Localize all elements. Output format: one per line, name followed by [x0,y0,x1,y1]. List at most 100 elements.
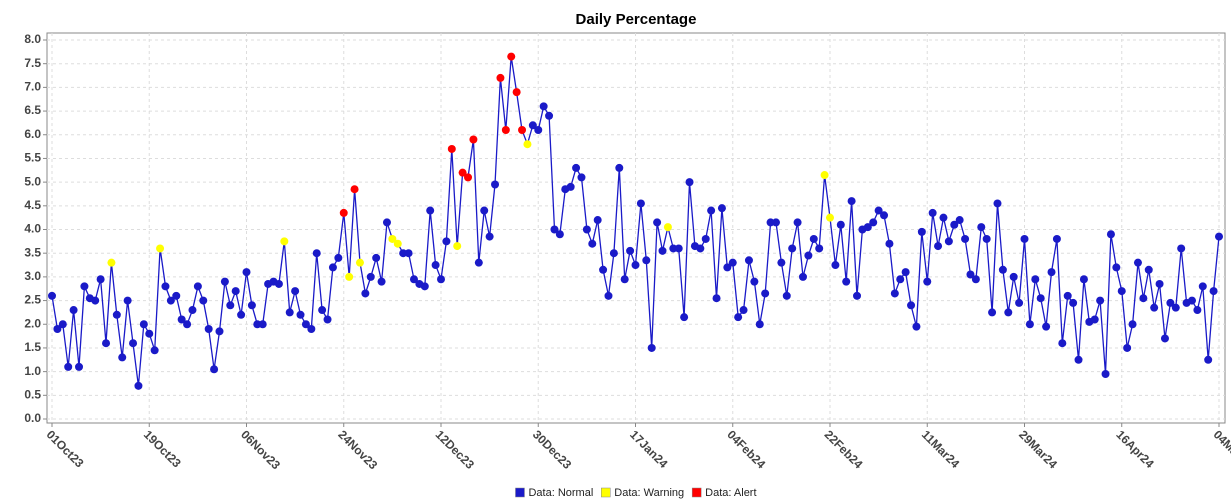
data-point [863,223,872,232]
data-point [156,244,165,253]
data-point [977,223,986,232]
data-point [366,272,375,281]
data-point [928,208,937,217]
x-tick-label: 30Dec23 [530,427,575,472]
data-point [1069,298,1078,307]
y-tick-label: 6.0 [24,127,41,141]
data-point [388,234,397,243]
data-point [577,173,586,182]
data-point [123,296,132,305]
data-point [258,320,267,329]
data-point [404,249,413,258]
data-point [750,277,759,286]
y-tick-label: 7.5 [24,56,41,70]
data-point [323,315,332,324]
data-point [955,216,964,225]
data-point [836,220,845,229]
data-point [545,111,554,120]
data-point [982,234,991,243]
data-point [534,126,543,135]
data-point [566,182,575,191]
data-point [1198,282,1207,291]
data-point [626,246,635,255]
data-point [193,282,202,291]
data-point [372,253,381,262]
data-point [1101,369,1110,378]
data-point [971,275,980,284]
data-point [447,144,456,153]
x-tick-label: 17Jan24 [627,427,671,471]
data-point [112,310,121,319]
data-point [96,275,105,284]
data-point [826,213,834,222]
x-tick-label: 12Dec23 [433,427,478,472]
data-point [291,287,300,296]
data-point [501,126,510,135]
data-point [1150,303,1159,312]
data-point [539,102,548,111]
data-point [901,268,910,277]
y-tick-label: 7.0 [24,80,41,94]
data-point [809,234,818,243]
y-tick-label: 2.5 [24,293,41,307]
data-point [1047,268,1056,277]
data-point [1052,234,1061,243]
data-point [474,258,483,267]
data-point [48,291,56,300]
y-tick-label: 3.0 [24,269,41,283]
data-point [134,381,143,390]
data-point [172,291,181,300]
data-point [345,272,354,281]
data-point [804,251,813,260]
data-point [1204,355,1213,364]
y-tick-label: 1.0 [24,364,41,378]
data-point [950,220,959,229]
data-point [150,346,159,355]
data-point [469,135,478,144]
data-point [734,313,743,322]
data-point [1128,320,1137,329]
data-point [934,242,943,251]
x-tick-label: 29Mar24 [1016,427,1060,471]
data-point [842,277,851,286]
data-point [161,282,170,291]
data-point [696,244,705,253]
data-point [593,216,602,225]
data-point [1144,265,1153,274]
data-point [1096,296,1105,305]
data-point [869,218,878,227]
data-point [1079,275,1088,284]
data-point [64,362,73,371]
y-tick-label: 5.5 [24,151,41,165]
data-point [480,206,489,215]
data-point [1074,355,1083,364]
data-point [328,263,337,272]
data-point [555,230,564,239]
legend-label: Data: Warning [614,487,684,499]
data-point [199,296,208,305]
data-point [550,225,559,234]
legend-swatch [601,487,611,498]
data-point [280,237,289,246]
legend: Data: Normal Data: Warning Data: Alert [515,487,757,499]
data-point [815,244,824,253]
y-tick-label: 2.0 [24,316,41,330]
data-point [890,289,899,298]
data-point [582,225,591,234]
data-point [220,277,229,286]
x-tick-label: 16Apr24 [1113,427,1157,471]
data-point [355,258,364,267]
data-point [1004,308,1013,317]
data-point [917,227,926,236]
data-point [572,163,581,172]
data-point [528,121,537,130]
data-point [966,270,975,279]
data-point [80,282,89,291]
data-point [1215,232,1223,241]
data-point [491,180,500,189]
data-point [739,306,748,315]
data-point [1063,291,1072,300]
data-point [166,296,175,305]
data-point [1015,298,1024,307]
data-point [183,320,192,329]
